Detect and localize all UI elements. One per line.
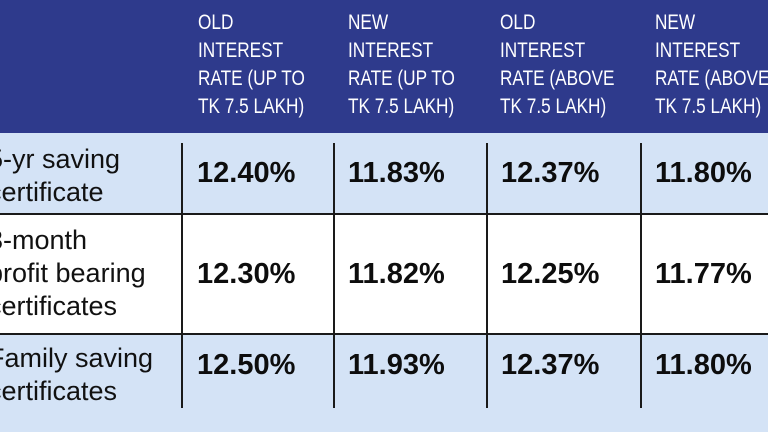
header-line: OLD — [198, 11, 234, 34]
row-label-line: certificates — [0, 291, 118, 321]
header-line: INTEREST — [500, 39, 586, 62]
row-label-line: Family saving — [0, 343, 154, 373]
row-label-5yr: 5-yr saving certificate — [0, 143, 120, 209]
header-line: RATE (UP TO — [198, 67, 305, 90]
row-divider — [0, 213, 768, 215]
column-header-old-up-to: OLD INTEREST RATE (UP TO TK 7.5 LAKH) — [198, 9, 305, 121]
rate-cell: 12.40% — [197, 157, 296, 189]
rate-cell: 11.80% — [655, 349, 752, 381]
table-footer-strip — [0, 408, 768, 432]
header-line: NEW — [655, 11, 696, 34]
row-label-3month: 3-month profit bearing certificates — [0, 224, 146, 323]
header-line: NEW — [348, 11, 389, 34]
header-line: OLD — [500, 11, 536, 34]
rate-cell: 11.80% — [655, 157, 752, 189]
header-line: TK 7.5 LAKH) — [198, 95, 305, 118]
column-header-new-above: NEW INTEREST RATE (ABOVE TK 7.5 LAKH) — [655, 9, 768, 121]
header-line: INTEREST — [655, 39, 741, 62]
rate-cell: 11.83% — [348, 157, 445, 189]
header-line: INTEREST — [348, 39, 434, 62]
rate-cell: 11.82% — [348, 258, 445, 290]
header-line: RATE (ABOVE — [500, 67, 615, 90]
rate-cell: 12.37% — [501, 349, 600, 381]
rate-cell: 12.37% — [501, 157, 600, 189]
rate-cell: 11.77% — [655, 258, 752, 290]
column-divider — [333, 143, 335, 408]
row-label-line: 3-month — [0, 225, 88, 255]
rate-cell: 12.30% — [197, 258, 296, 290]
row-label-line: certificate — [0, 177, 104, 207]
header-line: TK 7.5 LAKH) — [348, 95, 455, 118]
rate-cell: 11.93% — [348, 349, 445, 381]
column-header-old-above: OLD INTEREST RATE (ABOVE TK 7.5 LAKH) — [500, 9, 615, 121]
header-line: RATE (ABOVE — [655, 67, 768, 90]
column-divider — [181, 143, 183, 408]
header-line: RATE (UP TO — [348, 67, 455, 90]
header-line: TK 7.5 LAKH) — [655, 95, 762, 118]
row-divider — [0, 333, 768, 335]
table-header: OLD INTEREST RATE (UP TO TK 7.5 LAKH) NE… — [0, 0, 768, 133]
row-label-line: profit bearing — [0, 258, 146, 288]
header-line: INTEREST — [198, 39, 284, 62]
rate-cell: 12.50% — [197, 349, 296, 381]
header-line: TK 7.5 LAKH) — [500, 95, 607, 118]
row-label-line: certificates — [0, 376, 118, 406]
row-label-family: Family saving certificates — [0, 342, 153, 408]
rate-cell: 12.25% — [501, 258, 600, 290]
column-divider — [640, 143, 642, 408]
column-header-new-up-to: NEW INTEREST RATE (UP TO TK 7.5 LAKH) — [348, 9, 455, 121]
column-divider — [486, 143, 488, 408]
row-label-line: 5-yr saving — [0, 144, 121, 174]
